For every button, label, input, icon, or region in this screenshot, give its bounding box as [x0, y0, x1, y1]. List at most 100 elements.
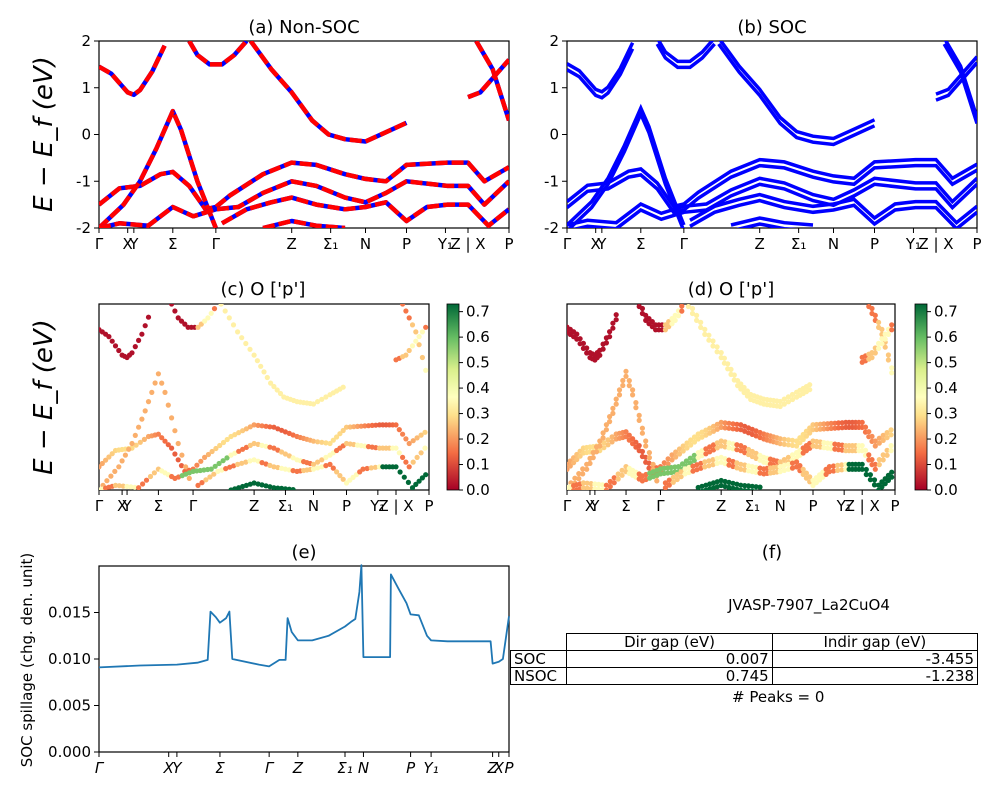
projection-point — [797, 463, 803, 469]
band-line-nsoc — [99, 160, 509, 212]
projection-point — [103, 457, 109, 463]
projection-point — [600, 346, 606, 352]
projection-point — [683, 458, 690, 464]
projection-point — [698, 324, 704, 330]
projection-point — [603, 422, 610, 428]
projection-point — [869, 433, 875, 439]
projection-point — [710, 457, 716, 463]
projection-point — [416, 334, 422, 340]
x-tick-label: Y — [121, 497, 132, 515]
projection-point — [211, 471, 217, 477]
projection-point — [243, 459, 249, 465]
projection-point — [172, 308, 178, 314]
projection-point — [264, 374, 270, 381]
projection-point — [685, 304, 691, 310]
projection-point — [807, 382, 813, 388]
projection-point — [676, 451, 683, 457]
projection-point — [626, 378, 632, 384]
projection-point — [738, 422, 744, 428]
projection-point — [753, 450, 759, 456]
projection-point — [122, 452, 128, 458]
projection-point — [654, 478, 660, 484]
projection-point — [232, 486, 238, 490]
table-col-dir: Dir gap (eV) — [566, 633, 773, 651]
projection-point — [777, 403, 783, 410]
projection-point — [354, 423, 361, 429]
projection-point — [789, 437, 796, 443]
x-tick-label: Γ — [680, 235, 689, 253]
projection-point — [694, 312, 700, 318]
projection-point — [236, 485, 242, 490]
x-tick-label: Γ — [656, 497, 665, 515]
peaks-count: # Peaks = 0 — [732, 688, 825, 706]
x-tick-label: Z — [716, 497, 726, 515]
projection-point — [876, 319, 882, 325]
projection-point — [744, 388, 751, 394]
projection-point — [626, 383, 632, 389]
projection-point — [714, 426, 720, 432]
projection-point — [699, 429, 705, 435]
x-tick-label: Z — [292, 759, 304, 777]
projection-point — [754, 489, 759, 490]
projection-point — [735, 378, 741, 384]
projection-point — [639, 305, 646, 312]
projection-point — [646, 316, 652, 322]
axes-frame — [566, 303, 896, 491]
projection-point — [885, 352, 892, 358]
projection-point — [702, 464, 708, 470]
projection-point — [368, 465, 374, 471]
projection-point — [688, 442, 694, 448]
projection-point — [633, 400, 639, 406]
projection-point — [869, 305, 875, 312]
projection-point — [601, 440, 607, 446]
projection-point — [207, 474, 213, 480]
projection-point — [601, 445, 607, 451]
projection-point — [419, 329, 425, 335]
projection-point — [885, 477, 892, 483]
projection-point — [227, 464, 233, 470]
projection-point — [698, 319, 704, 325]
projection-point — [722, 425, 728, 431]
band-line-split-down — [655, 42, 716, 70]
x-tick-label: Γ — [212, 235, 221, 253]
band-line-nsoc — [467, 58, 509, 100]
x-tick-label: Y — [596, 235, 607, 253]
projection-point — [728, 366, 734, 372]
band-line-split-up — [567, 41, 635, 94]
projection-point — [147, 473, 154, 480]
projection-point — [730, 421, 736, 427]
projection-point — [205, 451, 211, 458]
x-tick-label: Y₁ — [369, 497, 385, 515]
projection-point — [584, 466, 590, 472]
projection-point — [753, 433, 759, 439]
projection-point — [714, 455, 720, 461]
projection-point — [863, 471, 869, 478]
x-tick-label: Z — [249, 497, 259, 515]
projection-point — [731, 372, 737, 378]
projection-point — [124, 483, 130, 490]
projection-point — [675, 313, 682, 319]
band-line-split-up — [567, 176, 977, 227]
projection-point — [116, 347, 122, 354]
projection-point — [255, 441, 261, 447]
projection-point — [777, 469, 783, 475]
projection-point — [691, 457, 697, 463]
projection-point — [885, 357, 892, 363]
projection-point — [880, 457, 886, 463]
x-tick-label: Σ₁ — [745, 497, 761, 515]
projection-point — [159, 380, 165, 386]
x-tick-label: Γ — [95, 759, 105, 777]
band-line-nsoc — [262, 218, 346, 228]
projection-point — [884, 430, 890, 436]
projection-point — [699, 434, 705, 440]
colorbar-tick-label: 0.6 — [466, 328, 490, 346]
projection-point — [178, 463, 185, 469]
projection-point — [267, 444, 273, 450]
projection-point — [669, 457, 675, 463]
projection-point — [132, 344, 138, 350]
projection-point — [247, 458, 253, 464]
projection-point — [259, 482, 265, 488]
projection-point — [403, 459, 409, 465]
